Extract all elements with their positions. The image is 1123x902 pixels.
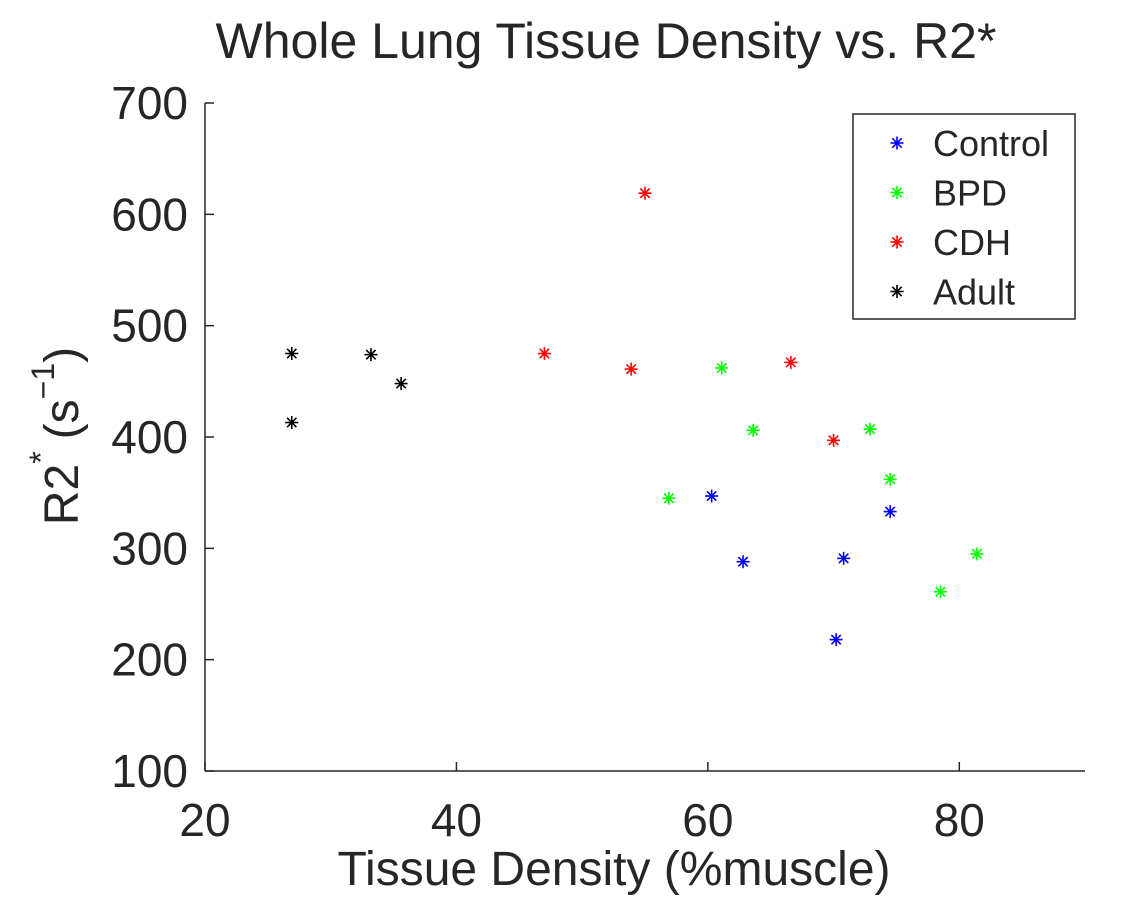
legend-label: Control (933, 123, 1049, 164)
x-tick-label: 80 (934, 794, 985, 846)
data-point (883, 472, 897, 486)
data-point (863, 422, 877, 436)
data-point (285, 347, 299, 360)
x-axis-title: Tissue Density (%muscle) (337, 843, 890, 896)
data-point (970, 547, 984, 561)
y-axis-title-unit-sup: −1 (25, 363, 61, 399)
y-tick-label: 400 (111, 411, 188, 463)
data-point (537, 347, 551, 360)
series-adult (285, 347, 408, 430)
data-points (285, 186, 984, 647)
y-tick-label: 200 (111, 634, 188, 686)
x-tick-label: 20 (179, 794, 230, 846)
data-point (883, 505, 897, 519)
y-tick-label: 700 (111, 77, 188, 129)
chart-title: Whole Lung Tissue Density vs. R2* (216, 13, 997, 69)
data-point (829, 633, 843, 647)
legend-label: BPD (933, 173, 1007, 214)
legend-label: Adult (933, 272, 1015, 313)
legend: Control BPD CDH Adult (852, 113, 1076, 320)
data-point (784, 355, 798, 369)
data-point (746, 423, 760, 437)
legend-marker (890, 136, 904, 150)
y-axis-title-unit-open: (s (36, 399, 89, 439)
series-control (705, 489, 897, 647)
legend-item-cdh: CDH (890, 222, 1011, 263)
data-point (705, 489, 719, 503)
data-point (624, 362, 638, 376)
y-axis-title-sup: * (23, 451, 59, 463)
svg-text:R2*(s−1): R2* (s−1) (23, 347, 89, 525)
x-axis-ticks: 20 40 60 80 (179, 762, 985, 846)
legend-item-adult: Adult (890, 272, 1015, 313)
y-tick-label: 500 (111, 300, 188, 352)
legend-marker (890, 186, 904, 199)
y-axis-ticks: 100 200 300 400 500 600 700 (111, 77, 214, 797)
data-point (285, 416, 299, 430)
legend-item-bpd: BPD (890, 173, 1007, 214)
legend-marker (890, 235, 904, 249)
x-tick-label: 40 (431, 794, 482, 846)
series-cdh (537, 186, 841, 447)
data-point (837, 551, 851, 565)
data-point (736, 555, 750, 569)
y-axis-title-unit-close: ) (36, 347, 89, 363)
legend-marker (890, 285, 904, 298)
data-point (364, 348, 378, 362)
data-point (394, 377, 408, 391)
y-tick-label: 600 (111, 188, 188, 240)
x-tick-label: 60 (682, 794, 733, 846)
legend-item-control: Control (890, 123, 1049, 164)
data-point (662, 491, 676, 505)
data-point (933, 585, 947, 599)
y-tick-label: 300 (111, 522, 188, 574)
legend-box (852, 113, 1076, 320)
data-point (827, 433, 841, 447)
series-bpd (662, 361, 984, 599)
y-axis-title: R2* (s−1) (23, 347, 89, 525)
data-point (715, 361, 729, 375)
y-axis-title-base: R2 (36, 464, 89, 525)
y-tick-label: 100 (111, 745, 188, 797)
data-point (638, 186, 652, 200)
legend-label: CDH (933, 222, 1011, 263)
